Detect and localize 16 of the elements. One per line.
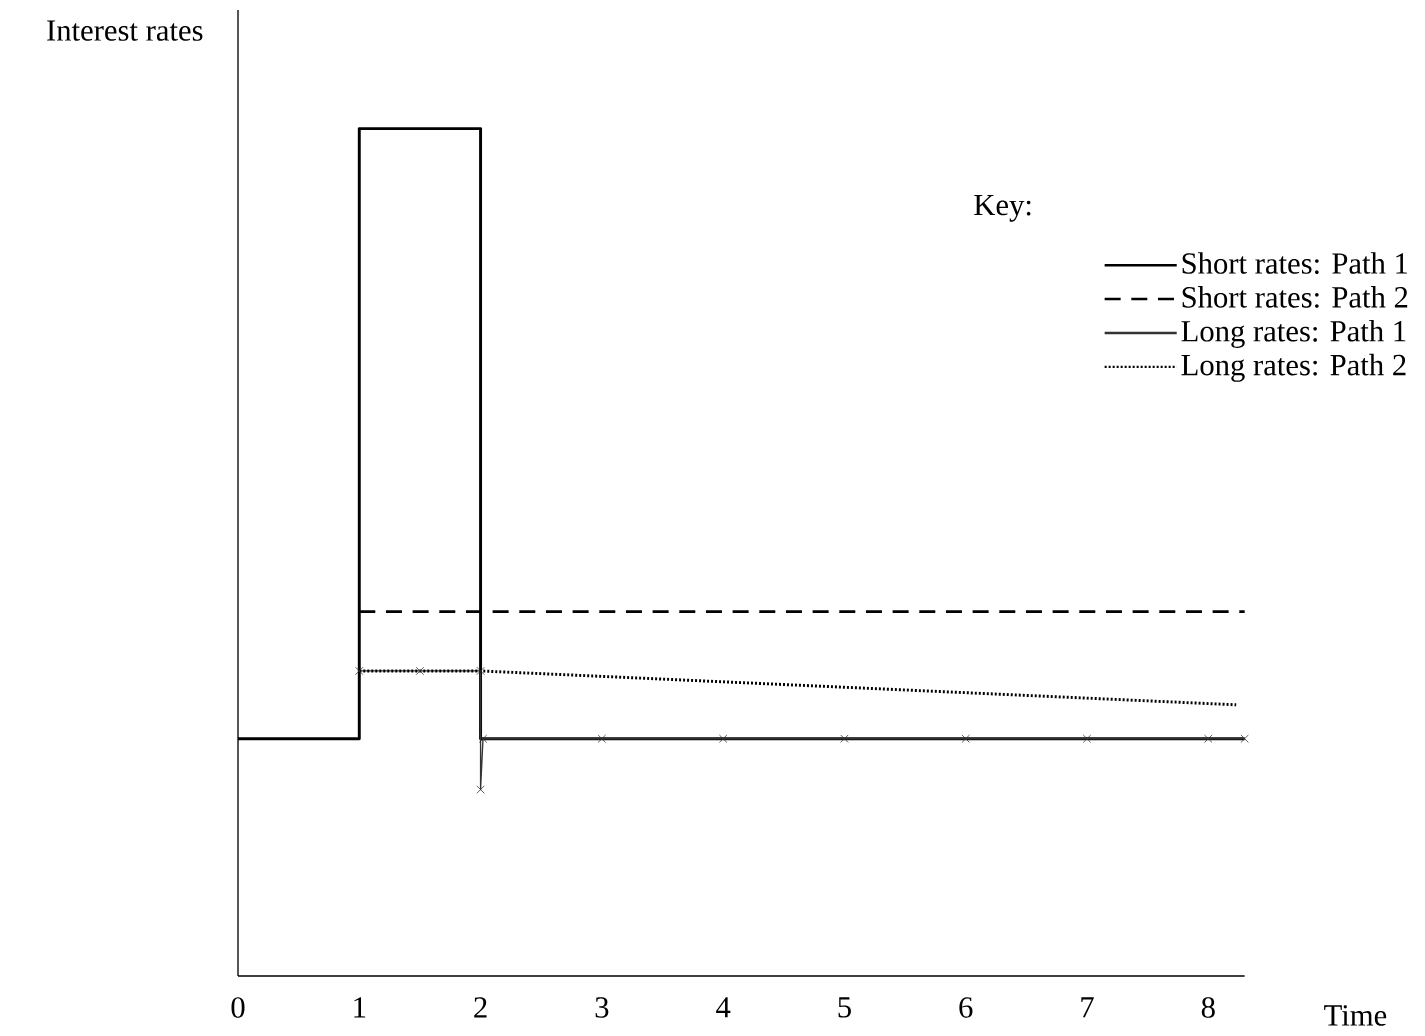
legend-label: Long rates: Path 2 <box>1181 353 1406 382</box>
x-tick-label: 1 <box>354 997 366 1018</box>
y-axis-title: Interest rates <box>47 20 203 41</box>
legend-label: Short rates: Path 2 <box>1182 286 1408 308</box>
x-tick-label: 5 <box>838 997 851 1018</box>
x-tick-label: 4 <box>716 997 731 1018</box>
x-tick-label: 8 <box>1201 997 1215 1018</box>
x-tick-label: 2 <box>474 997 487 1018</box>
legend-title: Key: <box>974 194 1031 222</box>
x-tick-label: 7 <box>1081 997 1094 1018</box>
x-tick-label: 3 <box>595 997 609 1018</box>
x-tick-label: 6 <box>959 997 973 1018</box>
legend-label: Short rates: Path 1 <box>1182 252 1408 274</box>
x-tick-label: 0 <box>231 997 245 1018</box>
x-axis-title: Time <box>1324 1005 1387 1026</box>
legend-label: Long rates: Path 1 <box>1181 320 1406 348</box>
